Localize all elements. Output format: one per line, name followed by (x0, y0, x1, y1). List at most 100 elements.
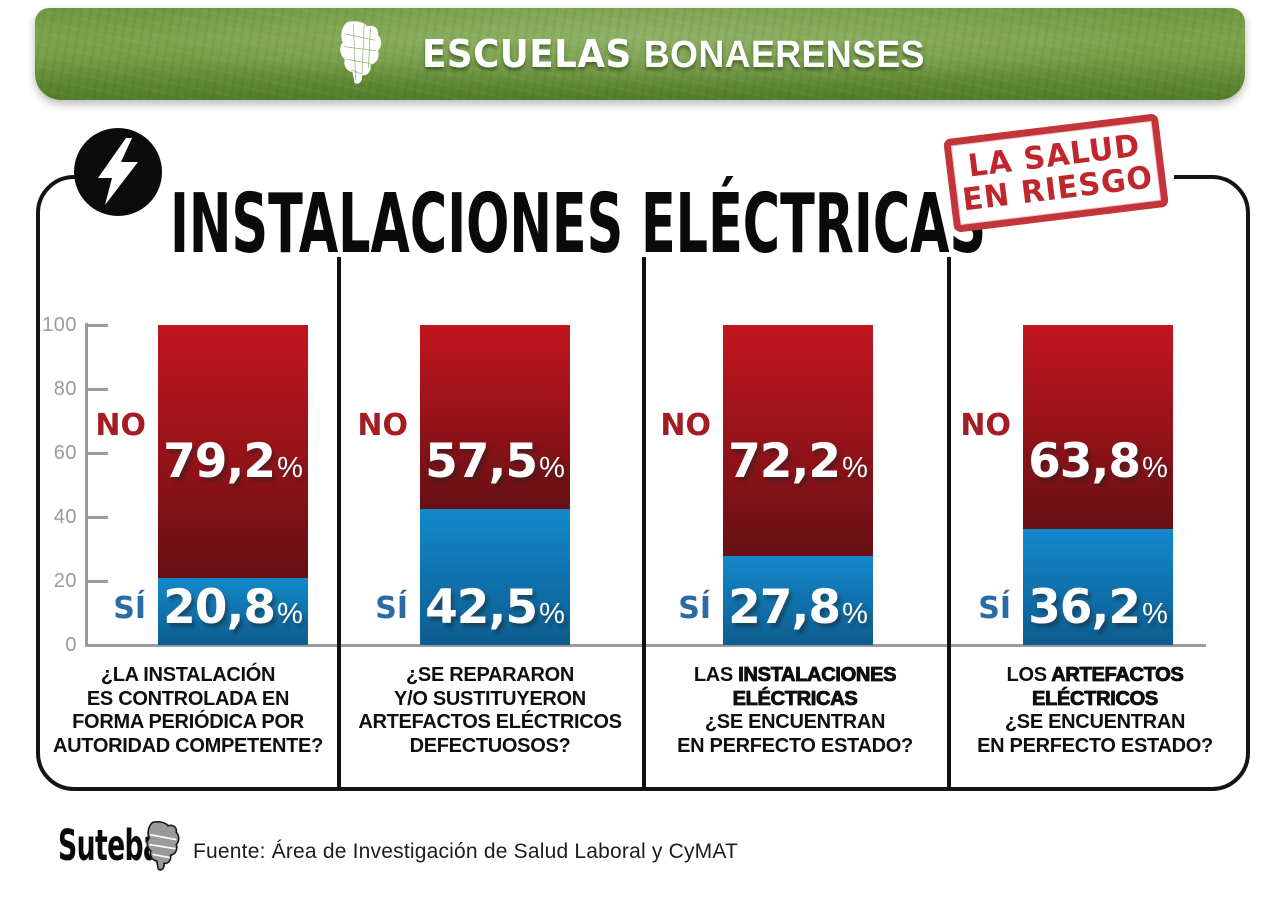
axis-tick-label: 100 (42, 314, 77, 336)
question-line: EN PERFECTO ESTADO? (635, 735, 955, 759)
question-line: ¿SE ENCUENTRAN (935, 711, 1255, 735)
bar-segment-yes (1023, 529, 1173, 645)
question-segment-strong: ARTEFACTOS (1051, 664, 1184, 687)
percent-sign: % (1142, 598, 1168, 630)
axis-tick-label: 20 (53, 570, 77, 592)
question-segment: AUTORIDAD COMPETENTE? (53, 734, 323, 757)
bar-segment-yes (723, 556, 873, 645)
question-segment: Y/O SUSTITUYERON (394, 687, 586, 710)
percent-sign: % (1142, 452, 1168, 484)
yes-value: 20,8% (133, 579, 333, 637)
banner-title-light: BONAERENSES (644, 33, 926, 76)
question-line: ES CONTROLADA EN (28, 688, 348, 712)
question-line: DEFECTUOSOS? (330, 735, 650, 759)
yes-value-digits: 27,8 (728, 580, 841, 635)
yes-value: 27,8% (698, 579, 898, 637)
axis-tick (85, 516, 108, 519)
question-segment-strong: INSTALACIONES (738, 664, 897, 687)
no-value-digits: 79,2 (163, 434, 276, 489)
question-line: ¿SE REPARARON (330, 664, 650, 688)
question-line: ELÉCTRICOS (935, 687, 1255, 712)
percent-sign: % (842, 452, 868, 484)
divider-line (337, 257, 341, 789)
no-value: 57,5% (395, 433, 595, 491)
yes-label: SÍ (678, 591, 711, 626)
bar-segment-no (420, 325, 570, 509)
no-value-digits: 57,5 (425, 434, 538, 489)
no-value: 79,2% (133, 433, 333, 491)
banner: ESCUELAS BONAERENSES (35, 8, 1245, 100)
yes-value-digits: 36,2 (1028, 580, 1141, 635)
no-label: NO (660, 408, 711, 443)
axis-tick-label: 80 (53, 378, 77, 400)
axis-tick (85, 644, 108, 647)
yes-label: SÍ (375, 591, 408, 626)
bar-segment-no (1023, 325, 1173, 530)
question-segment: LAS (693, 664, 739, 686)
bar-segment-no (723, 325, 873, 557)
question-line: ¿SE ENCUENTRAN (635, 711, 955, 735)
suteba-logo-text: Suteba (58, 821, 161, 871)
bar-segment-yes (158, 578, 308, 645)
axis-tick-label: 40 (53, 506, 77, 528)
question-block: LOS ARTEFACTOS ELÉCTRICOS ¿SE ENCUENTRAN EN… (935, 664, 1255, 758)
axis-tick (85, 452, 108, 455)
panel-border-mask (88, 167, 1174, 185)
axis-tick-label: 60 (53, 442, 77, 464)
no-value: 63,8% (998, 433, 1198, 491)
no-value: 72,2% (698, 433, 898, 491)
question-block: ¿SE REPARARON Y/O SUSTITUYERON ARTEFACTOS … (330, 664, 650, 758)
question-line: AUTORIDAD COMPETENTE? (28, 735, 348, 759)
question-line: ARTEFACTOS ELÉCTRICOS (330, 711, 650, 735)
question-segment: EN PERFECTO ESTADO? (677, 734, 913, 757)
question-segment: ¿LA INSTALACIÓN (100, 664, 276, 686)
no-value-digits: 72,2 (728, 434, 841, 489)
question-segment: ES CONTROLADA EN (86, 687, 290, 710)
question-segment-strong: ELÉCTRICOS (1032, 687, 1159, 710)
question-line: ¿LA INSTALACIÓN (28, 664, 348, 688)
question-segment: DEFECTUOSOS? (409, 734, 571, 757)
divider-line (947, 257, 951, 789)
yes-value: 36,2% (998, 579, 1198, 637)
percent-sign: % (539, 598, 565, 630)
question-segment: ¿SE REPARARON (406, 664, 574, 686)
question-line: EN PERFECTO ESTADO? (935, 735, 1255, 759)
percent-sign: % (277, 598, 303, 630)
no-label: NO (95, 408, 146, 443)
axis-tick-label: 0 (65, 634, 77, 656)
percent-sign: % (277, 452, 303, 484)
y-axis-line (85, 323, 88, 647)
yes-value: 42,5% (395, 579, 595, 637)
axis-tick (85, 388, 108, 391)
buenos-aires-province-icon (340, 21, 382, 84)
banner-title-bold: ESCUELAS (422, 31, 633, 76)
yes-label: SÍ (978, 591, 1011, 626)
question-line: ELÉCTRICAS (635, 687, 955, 712)
suteba-province-icon (146, 820, 180, 871)
question-segment-strong: ELÉCTRICAS (732, 687, 858, 710)
bar-segment-no (158, 325, 308, 579)
banner-title: ESCUELAS BONAERENSES (423, 32, 926, 77)
yes-label: SÍ (113, 591, 146, 626)
question-segment: ¿SE ENCUENTRAN (1004, 711, 1186, 733)
question-segment: FORMA PERIÓDICA POR (72, 711, 304, 733)
no-value-digits: 63,8 (1028, 434, 1141, 489)
question-line: Y/O SUSTITUYERON (330, 688, 650, 712)
percent-sign: % (842, 598, 868, 630)
question-line: LAS INSTALACIONES (635, 664, 955, 688)
lightning-icon (74, 128, 162, 216)
question-segment: ¿SE ENCUENTRAN (704, 711, 886, 733)
question-block: LAS INSTALACIONES ELÉCTRICAS ¿SE ENCUENTRA… (635, 664, 955, 758)
question-segment: LOS (1006, 664, 1052, 686)
axis-tick (85, 580, 108, 583)
bar-segment-yes (420, 509, 570, 645)
yes-value-digits: 20,8 (163, 580, 276, 635)
question-line: FORMA PERIÓDICA POR (28, 711, 348, 735)
question-block: ¿LA INSTALACIÓN ES CONTROLADA EN FORMA PER… (28, 664, 348, 758)
yes-value-digits: 42,5 (425, 580, 538, 635)
no-label: NO (357, 408, 408, 443)
question-segment: EN PERFECTO ESTADO? (977, 734, 1213, 757)
question-segment: ARTEFACTOS ELÉCTRICOS (358, 711, 622, 733)
